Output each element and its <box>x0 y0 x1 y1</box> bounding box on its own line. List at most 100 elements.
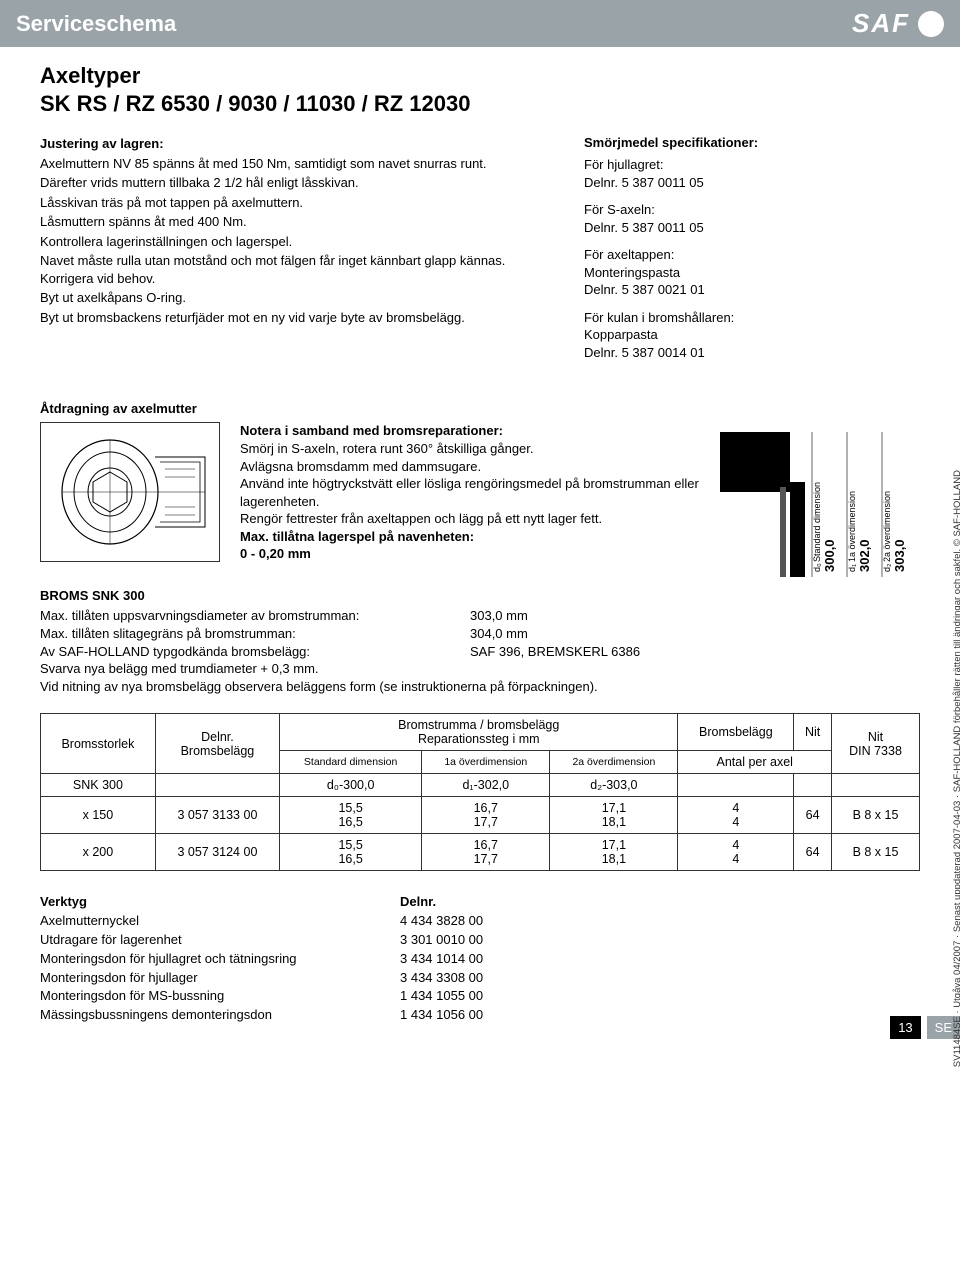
mid-heading: Åtdragning av axelmutter <box>40 401 920 416</box>
side-copyright: SV11484SE · Utgåva 04/2007 · Senast uppd… <box>952 470 960 1067</box>
spec-2: För S-axeln: Delnr. 5 387 0011 05 <box>584 201 920 236</box>
note-4: Använd inte högtryckstvätt eller lösliga… <box>240 475 700 510</box>
sub-1a: 1a överdimension <box>422 751 550 774</box>
left-p2: Därefter vrids muttern tillbaka 2 1/2 hå… <box>40 174 544 192</box>
r1-din: B 8 x 15 <box>832 797 920 834</box>
right-heading: Smörjmedel specifikationer: <box>584 135 920 150</box>
snk: SNK 300 <box>41 774 156 797</box>
blank <box>832 774 920 797</box>
spec-2b: Delnr. 5 387 0011 05 <box>584 219 920 237</box>
tool-5a: Monteringsdon för MS-bussning <box>40 987 400 1006</box>
r2-c0: 15,516,5 <box>280 834 422 871</box>
table-row: SNK 300 d₀-300,0 d₁-302,0 d₂-303,0 <box>41 774 920 797</box>
r1-nit: 64 <box>794 797 832 834</box>
note-5: Rengör fettrester från axeltappen och lä… <box>240 510 700 528</box>
left-heading: Justering av lagren: <box>40 135 544 153</box>
drum-diagram: d₀ Standard dimension 300,0 d₁ 1a överdi… <box>720 422 920 582</box>
d0: d₀-300,0 <box>280 774 422 797</box>
logo-dot <box>918 11 944 37</box>
b4: Svarva nya belägg med trumdiameter + 0,3… <box>40 660 920 678</box>
th-drum: Bromstrumma / bromsbelägg Reparationsste… <box>280 714 678 751</box>
mid-top-row: Notera i samband med bromsreparationer: … <box>40 422 920 582</box>
spec-4a: För kulan i bromshållaren: <box>584 309 920 327</box>
tool-2a: Utdragare för lagerenhet <box>40 931 400 950</box>
tool-5b: 1 434 1055 00 <box>400 987 483 1006</box>
drum-svg: d₀ Standard dimension 300,0 d₁ 1a överdi… <box>720 422 920 582</box>
r1-del: 3 057 3133 00 <box>155 797 279 834</box>
th-del: Delnr. Bromsbelägg <box>155 714 279 774</box>
r2-c1: 16,717,7 <box>422 834 550 871</box>
tool-1b: 4 434 3828 00 <box>400 912 483 931</box>
spec-1b: Delnr. 5 387 0011 05 <box>584 174 920 192</box>
r1-c2: 17,118,1 <box>550 797 678 834</box>
b5: Vid nitning av nya bromsbelägg observera… <box>40 678 920 696</box>
page-title-2: SK RS / RZ 6530 / 9030 / 11030 / RZ 1203… <box>40 91 920 117</box>
tool-3a: Monteringsdon för hjullagret och tätning… <box>40 950 400 969</box>
note-1: Notera i samband med bromsreparationer: <box>240 422 700 440</box>
tool-6a: Mässingsbussningens demonteringsdon <box>40 1006 400 1025</box>
sub-antal: Antal per axel <box>678 751 832 774</box>
tool-4b: 3 434 3308 00 <box>400 969 483 988</box>
table-row: Bromsstorlek Delnr. Bromsbelägg Bromstru… <box>41 714 920 751</box>
b2l: Max. tillåten slitagegräns på bromstrumm… <box>40 625 470 643</box>
r2-lining: 44 <box>678 834 794 871</box>
spec-3a: För axeltappen: <box>584 246 920 264</box>
page-title-1: Axeltyper <box>40 63 920 89</box>
d0-text: Standard dimension <box>812 482 822 562</box>
logo-text: SAF <box>852 8 910 39</box>
b3l: Av SAF-HOLLAND typgodkända bromsbelägg: <box>40 643 470 661</box>
note-3: Avlägsna bromsdamm med dammsugare. <box>240 458 700 476</box>
th-lining: Bromsbelägg <box>678 714 794 751</box>
left-p6: Navet måste rulla utan motstånd och mot … <box>40 252 544 287</box>
spec-2a: För S-axeln: <box>584 201 920 219</box>
spec-1a: För hjullagret: <box>584 156 920 174</box>
blank <box>678 774 794 797</box>
th-nit: Nit <box>794 714 832 751</box>
r2-nit: 64 <box>794 834 832 871</box>
sub-std: Standard dimension <box>280 751 422 774</box>
tools-h2: Delnr. <box>400 893 436 912</box>
spec-1: För hjullagret: Delnr. 5 387 0011 05 <box>584 156 920 191</box>
r1-lining: 44 <box>678 797 794 834</box>
r2-din: B 8 x 15 <box>832 834 920 871</box>
d0-val: 300,0 <box>822 540 837 573</box>
note-7: 0 - 0,20 mm <box>240 545 700 563</box>
r1-c1: 16,717,7 <box>422 797 550 834</box>
left-p7: Byt ut axelkåpans O-ring. <box>40 289 544 307</box>
header-title: Serviceschema <box>16 11 176 37</box>
axle-nut-drawing <box>40 422 220 562</box>
table-row: x 200 3 057 3124 00 15,516,5 16,717,7 17… <box>41 834 920 871</box>
intro-columns: Justering av lagren: Axelmuttern NV 85 s… <box>40 135 920 371</box>
spec-4: För kulan i bromshållaren: Kopparpasta D… <box>584 309 920 362</box>
d1-label: d₁ <box>847 564 857 572</box>
r1-c0: 15,516,5 <box>280 797 422 834</box>
intro-left: Justering av lagren: Axelmuttern NV 85 s… <box>40 135 544 371</box>
sub-2a: 2a överdimension <box>550 751 678 774</box>
left-p8: Byt ut bromsbackens returfjäder mot en n… <box>40 309 544 327</box>
r2-c2: 17,118,1 <box>550 834 678 871</box>
b1v: 303,0 mm <box>470 607 528 625</box>
tool-2b: 3 301 0010 00 <box>400 931 483 950</box>
mid-section: Åtdragning av axelmutter <box>40 401 920 695</box>
d0-label: d₀ <box>812 563 822 572</box>
intro-right: Smörjmedel specifikationer: För hjullagr… <box>584 135 920 371</box>
spec-4c: Delnr. 5 387 0014 01 <box>584 344 920 362</box>
note-2: Smörj in S-axeln, rotera runt 360° åtski… <box>240 440 700 458</box>
header-bar: Serviceschema SAF <box>0 0 960 47</box>
spec-3: För axeltappen: Monteringspasta Delnr. 5… <box>584 246 920 299</box>
tools-section: VerktygDelnr. Axelmutternyckel4 434 3828… <box>40 893 920 1025</box>
d2: d₂-303,0 <box>550 774 678 797</box>
brake-table: Bromsstorlek Delnr. Bromsbelägg Bromstru… <box>40 713 920 871</box>
blank <box>155 774 279 797</box>
d1-val: 302,0 <box>857 540 872 573</box>
spec-4b: Kopparpasta <box>584 326 920 344</box>
tool-4a: Monteringsdon för hjullager <box>40 969 400 988</box>
tool-6b: 1 434 1056 00 <box>400 1006 483 1025</box>
th-din: Nit DIN 7338 <box>832 714 920 774</box>
table-row: x 150 3 057 3133 00 15,516,5 16,717,7 17… <box>41 797 920 834</box>
d2-text: 2a överdimension <box>882 491 892 562</box>
spec-3c: Delnr. 5 387 0021 01 <box>584 281 920 299</box>
tool-1a: Axelmutternyckel <box>40 912 400 931</box>
blank <box>794 774 832 797</box>
b3v: SAF 396, BREMSKERL 6386 <box>470 643 640 661</box>
